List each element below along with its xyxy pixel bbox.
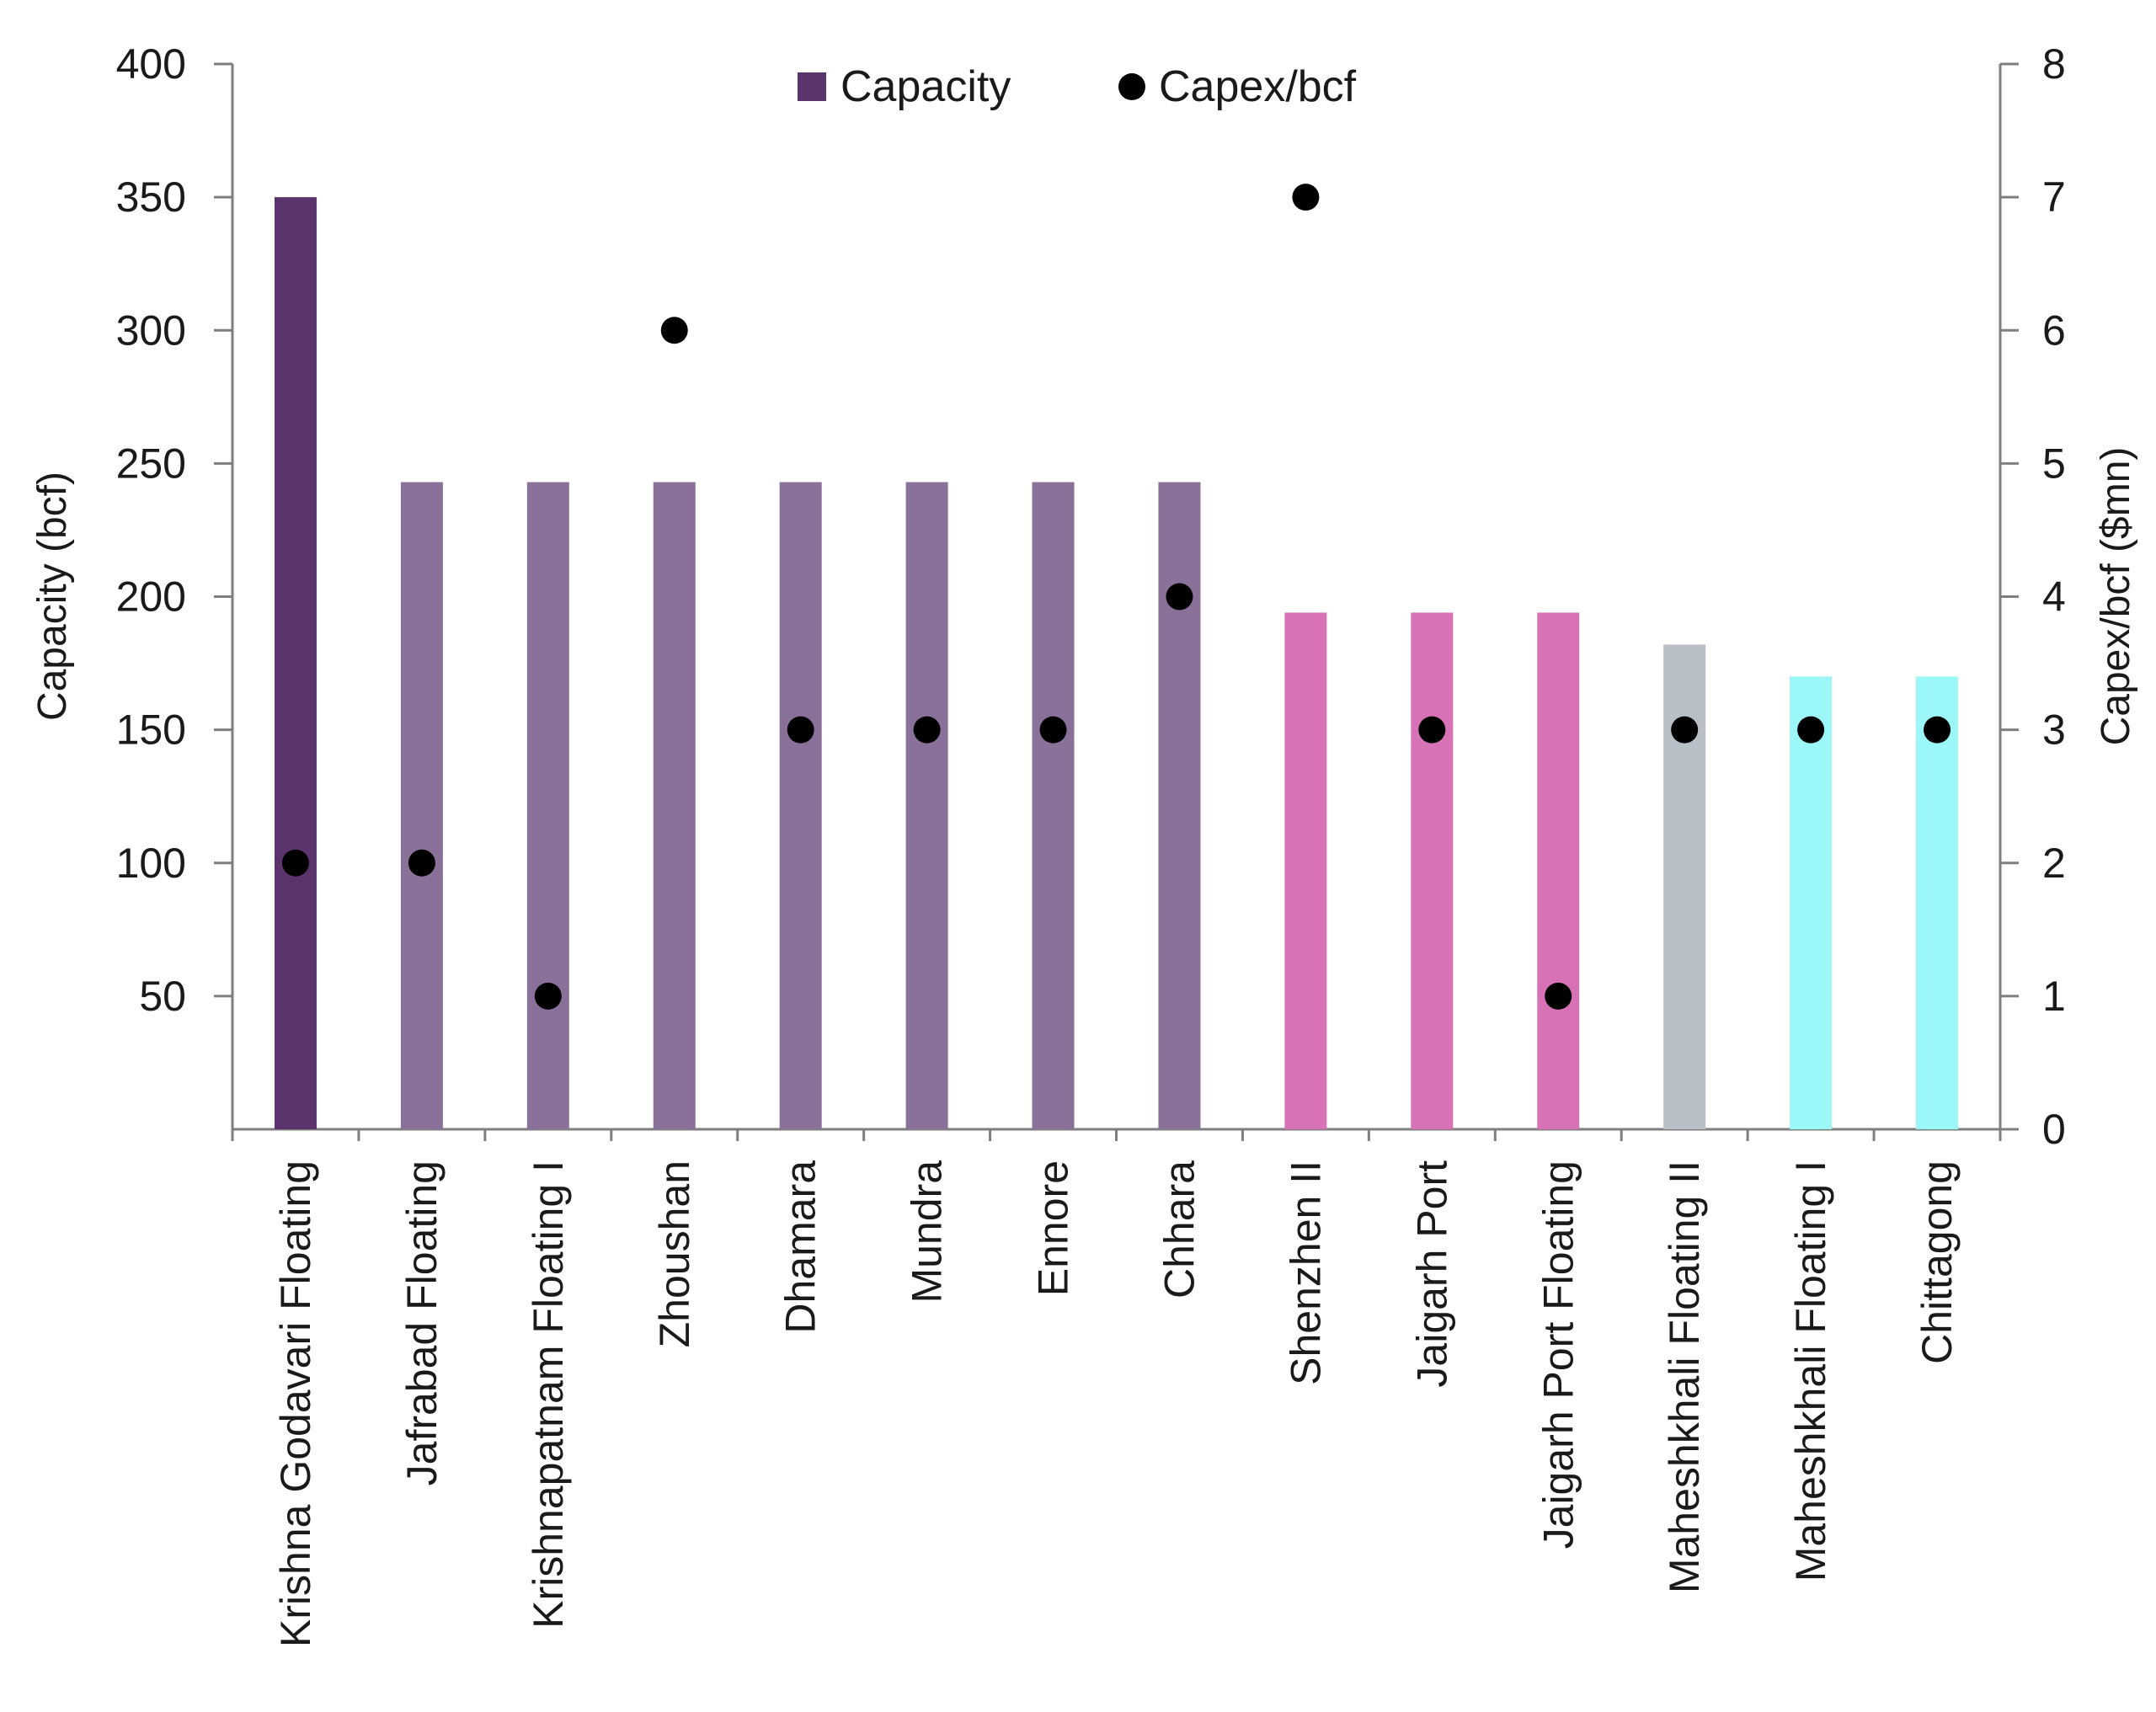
left-tick-label: 100 (116, 840, 186, 887)
legend-label-capacity: Capacity (841, 62, 1011, 111)
capex-point (787, 716, 814, 744)
capacity-bar (653, 482, 696, 1129)
category-label: Zhoushan (651, 1160, 698, 1347)
axes-group (231, 64, 2002, 1131)
capacity-bar (274, 197, 317, 1129)
category-labels: Krishna Godavari Floating Jafrabad Floati… (272, 1160, 1961, 1647)
category-label: Jaigarh Port Floating (1534, 1160, 1582, 1549)
capacity-bar (905, 482, 948, 1129)
category-label: Mundra (904, 1160, 951, 1304)
right-tick-label: 8 (2042, 40, 2066, 88)
capex-point (1797, 716, 1825, 744)
right-axis-ticks: 0 1 2 3 4 5 6 7 8 (2000, 40, 2066, 1153)
x-axis-ticks (231, 1129, 2002, 1141)
capex-point (408, 849, 435, 877)
category-label: Shenzhen II (1282, 1160, 1329, 1385)
right-tick-label: 3 (2042, 707, 2066, 754)
legend-swatch-capex (1118, 73, 1145, 100)
capacity-bar (1032, 482, 1075, 1129)
capacity-bar (526, 482, 569, 1129)
left-axis-title: Capacity (bcf) (30, 472, 75, 721)
category-label: Dhamara (777, 1160, 825, 1334)
category-label: Chhara (1155, 1160, 1203, 1299)
capex-point (1166, 583, 1193, 611)
left-tick-label: 200 (116, 573, 186, 621)
left-tick-label: 250 (116, 440, 186, 487)
legend-swatch-capacity (798, 72, 826, 101)
capacity-bar (400, 482, 443, 1129)
left-tick-label: 300 (116, 307, 186, 354)
category-label: Ennore (1030, 1160, 1077, 1296)
capex-points (281, 184, 1951, 1010)
capacity-bar (1537, 612, 1580, 1129)
legend-label-capex: Capex/bcf (1159, 62, 1357, 111)
capex-point (660, 317, 688, 344)
right-tick-label: 5 (2042, 440, 2066, 487)
left-axis-ticks: 50 100 150 200 250 300 350 400 (116, 40, 232, 1020)
category-label: Krishnapatnam Floating I (525, 1160, 572, 1629)
capacity-bar (1411, 612, 1454, 1129)
right-tick-label: 4 (2042, 573, 2066, 621)
capex-point (913, 716, 941, 744)
capex-point (1671, 716, 1699, 744)
capex-point (1039, 716, 1067, 744)
right-tick-label: 6 (2042, 307, 2066, 354)
capacity-bars (274, 197, 1959, 1129)
left-tick-label: 400 (116, 40, 186, 88)
capex-point (1924, 716, 1951, 744)
category-label: Jafrabad Floating (398, 1160, 446, 1485)
capacity-bar (779, 482, 822, 1129)
left-tick-label: 350 (116, 173, 186, 221)
capacity-bar (1158, 482, 1201, 1129)
capex-point (1418, 716, 1446, 744)
capacity-bar (1916, 676, 1959, 1129)
right-axis-title: Capex/bcf ($mn) (2094, 447, 2138, 746)
right-tick-label: 7 (2042, 173, 2066, 221)
left-tick-label: 50 (139, 973, 186, 1020)
category-label: Krishna Godavari Floating (272, 1160, 319, 1647)
right-tick-label: 0 (2042, 1106, 2066, 1153)
legend: Capacity Capex/bcf (798, 62, 1357, 111)
category-label: Jaigarh Port (1408, 1160, 1455, 1388)
capacity-bar (1284, 612, 1327, 1129)
category-label: Maheshkhali Floating II (1661, 1160, 1708, 1593)
category-label: Maheshkhali Floating I (1787, 1160, 1834, 1581)
capex-point (534, 982, 562, 1010)
capex-point (281, 849, 309, 877)
capex-point (1292, 184, 1320, 211)
category-label: Chittagong (1913, 1160, 1961, 1364)
right-tick-label: 1 (2042, 973, 2066, 1020)
left-tick-label: 150 (116, 707, 186, 754)
capacity-bar (1790, 676, 1833, 1129)
capex-point (1545, 982, 1572, 1010)
right-tick-label: 2 (2042, 840, 2066, 887)
